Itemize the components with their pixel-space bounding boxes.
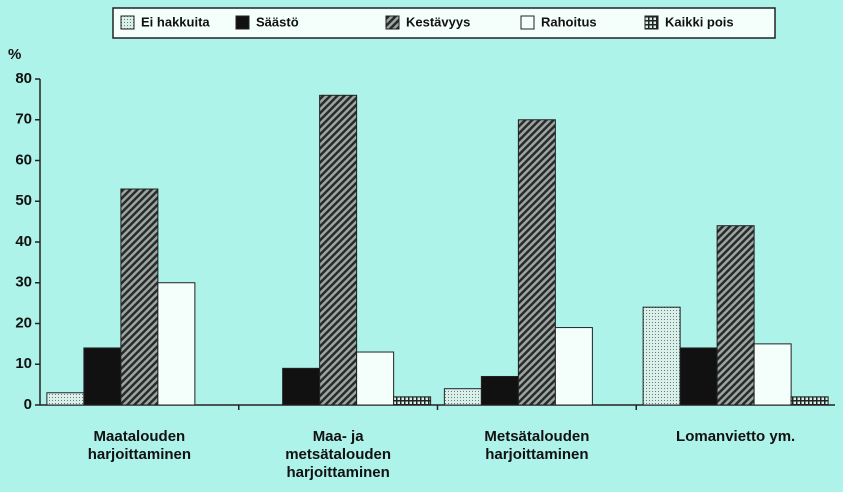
bar: [790, 396, 829, 406]
legend-box: [112, 7, 776, 39]
bar: [83, 347, 122, 406]
y-tick-label: 10: [15, 355, 32, 372]
bar: [157, 282, 196, 406]
bar: [319, 94, 358, 406]
y-tick-label: 40: [15, 233, 32, 250]
legend-swatch: [520, 15, 535, 30]
bar: [480, 375, 519, 406]
legend-swatch: [644, 15, 659, 30]
y-axis-label: %: [8, 46, 21, 63]
bar: [517, 119, 556, 406]
y-tick-label: 60: [15, 151, 32, 168]
bar: [282, 367, 321, 406]
legend-swatch: [120, 15, 135, 30]
x-tick-label: Lomanvietto ym.: [676, 428, 795, 445]
x-tick-label: Metsätalouden harjoittaminen: [484, 428, 589, 463]
bar: [554, 327, 593, 406]
bar: [356, 351, 395, 406]
bar: [46, 392, 85, 406]
bar: [120, 188, 159, 406]
x-tick-label: Maa- ja metsätalouden harjoittaminen: [285, 428, 391, 481]
y-tick-label: 70: [15, 111, 32, 128]
y-tick-label: 30: [15, 274, 32, 291]
x-tick-label: Maatalouden harjoittaminen: [88, 428, 191, 463]
legend-label: Ei hakkuita: [141, 14, 210, 29]
bar: [393, 396, 432, 406]
y-tick-label: 0: [24, 396, 32, 413]
legend-label: Kaikki pois: [665, 14, 734, 29]
y-tick-label: 20: [15, 314, 32, 331]
legend-label: Säästö: [256, 14, 299, 29]
legend-label: Rahoitus: [541, 14, 597, 29]
y-tick-label: 80: [15, 70, 32, 87]
bar: [443, 388, 482, 406]
legend-label: Kestävyys: [406, 14, 470, 29]
y-tick-label: 50: [15, 192, 32, 209]
legend-swatch: [235, 15, 250, 30]
bar: [642, 306, 681, 406]
bar: [753, 343, 792, 406]
legend-swatch: [385, 15, 400, 30]
bar: [716, 225, 755, 406]
bar: [679, 347, 718, 406]
